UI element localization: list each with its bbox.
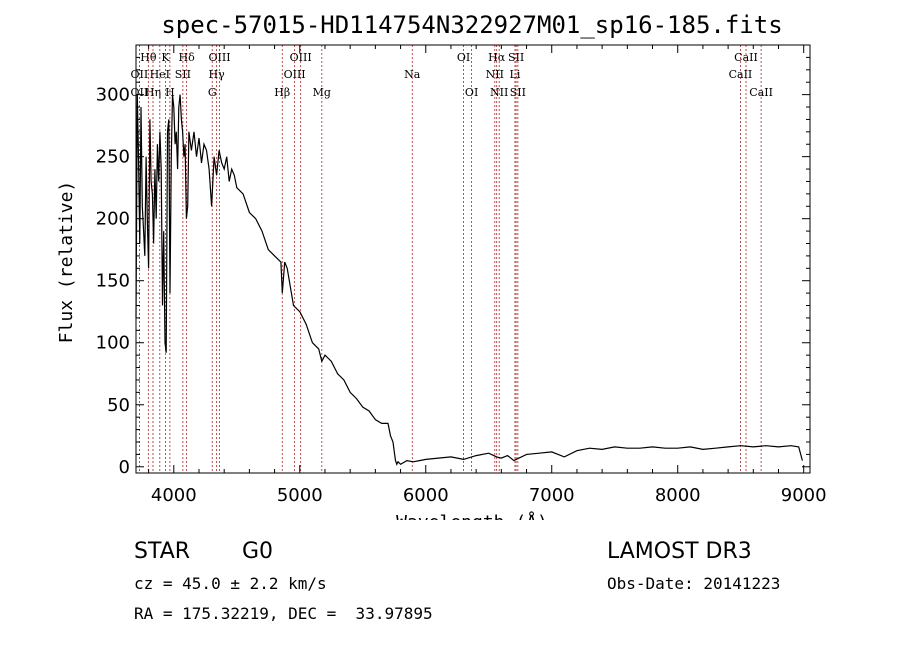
line-label: Hη: [145, 86, 161, 99]
line-label: SII: [510, 86, 526, 99]
obs-date: Obs-Date: 20141223: [607, 574, 781, 593]
x-tick-label: 4000: [151, 485, 197, 506]
x-tick-label: 9000: [781, 485, 827, 506]
line-label: OIII: [208, 51, 230, 64]
y-tick-label: 150: [96, 271, 130, 292]
y-axis: 0 50 100 150 200 250 300: [96, 56, 810, 478]
x-tick-label: 6000: [403, 485, 449, 506]
x-axis-label: Wavelength (Å): [396, 511, 548, 520]
line-label: NII: [486, 68, 504, 81]
y-tick-label: 0: [119, 457, 130, 478]
line-markers: [139, 45, 762, 473]
line-label: Hθ: [140, 51, 157, 64]
line-label: H: [165, 86, 175, 99]
line-label: SII: [508, 51, 524, 64]
x-tick-label: 7000: [529, 485, 575, 506]
y-tick-label: 100: [96, 333, 130, 354]
line-label: OIII: [290, 51, 312, 64]
y-tick-label: 200: [96, 209, 130, 230]
line-label: SII: [175, 68, 191, 81]
y-tick-label: 50: [107, 395, 130, 416]
line-label: Hδ: [179, 51, 196, 64]
line-label: Na: [404, 68, 421, 81]
line-label: OII: [131, 86, 149, 99]
line-label: CaII: [729, 68, 753, 81]
redshift-cz: cz = 45.0 ± 2.2 km/s: [134, 574, 327, 593]
line-label: G: [208, 86, 217, 99]
chart-title: spec-57015-HD114754N322927M01_sp16-185.f…: [161, 11, 782, 39]
x-axis: 4000 5000 6000 7000 8000 9000: [148, 45, 827, 506]
x-tick-label: 8000: [655, 485, 701, 506]
line-label: OII: [131, 68, 149, 81]
line-label: Li: [510, 68, 521, 81]
line-label: OI: [457, 51, 470, 64]
line-label: Hγ: [209, 68, 226, 81]
line-label: HeI: [150, 68, 170, 81]
line-label: Hα: [488, 51, 506, 64]
subclass: G0: [242, 539, 274, 564]
spectrum-line: [135, 94, 803, 466]
line-label: Mg: [313, 86, 331, 99]
spectrum-chart: spec-57015-HD114754N322927M01_sp16-185.f…: [56, 11, 827, 520]
coordinates: RA = 175.32219, DEC = 33.97895: [134, 604, 433, 623]
line-label: CaII: [749, 86, 773, 99]
object-class: STAR: [134, 539, 191, 564]
y-tick-label: 250: [96, 147, 130, 168]
x-tick-label: 5000: [277, 485, 323, 506]
line-label: OI: [465, 86, 478, 99]
line-label: CaII: [734, 51, 758, 64]
y-axis-label: Flux (relative): [56, 181, 77, 344]
line-label: Hβ: [274, 86, 290, 99]
y-tick-label: 300: [96, 85, 130, 106]
line-label: OIII: [284, 68, 306, 81]
line-label: K: [161, 51, 170, 64]
plot-frame: [135, 44, 811, 474]
survey-name: LAMOST DR3: [607, 539, 752, 564]
line-label: NII: [490, 86, 508, 99]
